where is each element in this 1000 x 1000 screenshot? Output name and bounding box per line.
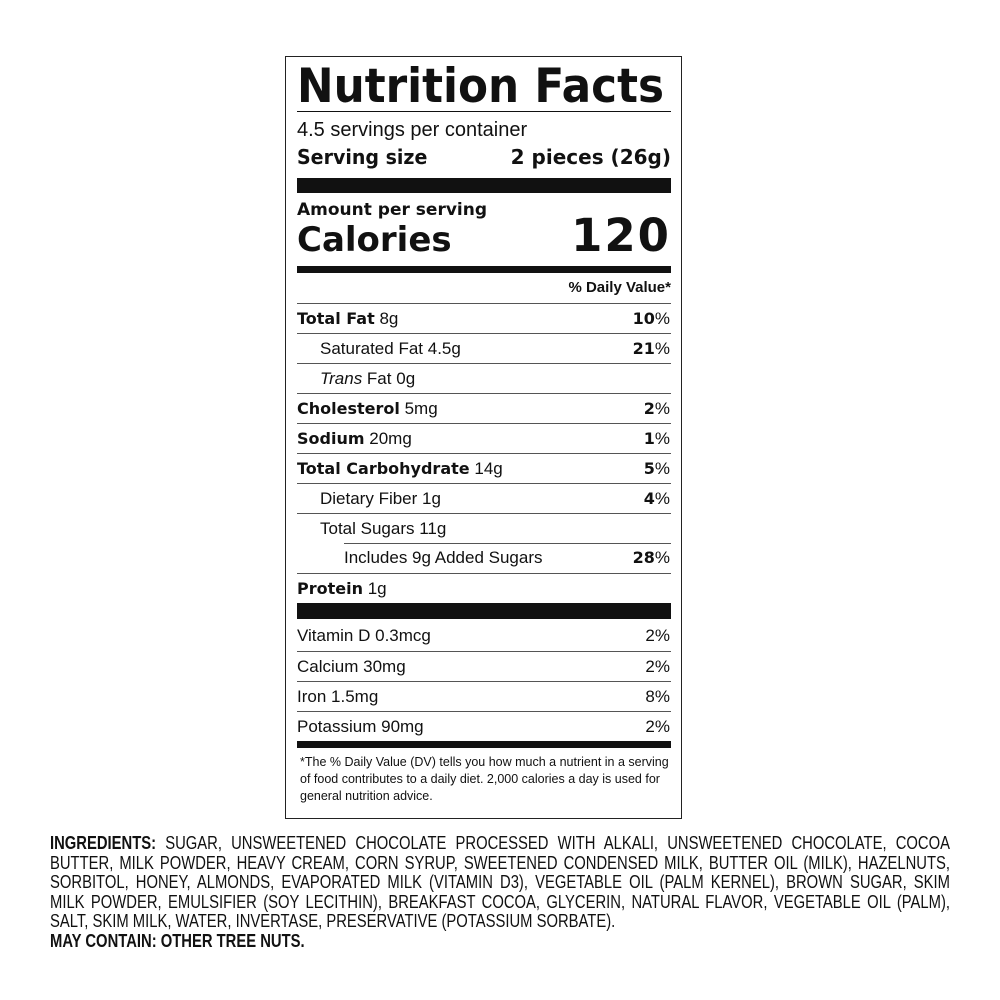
- nutrient-row: Includes 9g Added Sugars 28%: [297, 543, 671, 573]
- ingredients-line: BUTTER, MILK POWDER, HEAVY CREAM, CORN S…: [50, 851, 950, 873]
- serving-size-value: 2 pieces (26g): [510, 145, 671, 169]
- nutrient-row: Saturated Fat 4.5g 21%: [297, 333, 671, 363]
- nutrient-name: Saturated Fat: [320, 339, 424, 358]
- nutrient-row: Total Fat 8g 10%: [297, 303, 671, 333]
- vitamin-amount: 90mg: [381, 717, 424, 736]
- vitamin-row: Potassium 90mg 2%: [297, 711, 671, 741]
- ingredients-text: SUGAR, UNSWEETENED CHOCOLATE PROCESSED W…: [156, 832, 950, 853]
- nutrient-amount: 14g: [474, 459, 503, 478]
- serving-size: Serving size 2 pieces (26g): [297, 145, 671, 169]
- daily-value-footnote: *The % Daily Value (DV) tells you how mu…: [300, 755, 669, 803]
- nutrient-name: Includes 9g Added Sugars: [344, 548, 543, 567]
- vitamin-daily-value: 8%: [645, 687, 670, 706]
- nutrient-name: Total Carbohydrate: [297, 459, 470, 478]
- nutrient-row: Trans Fat 0g: [297, 363, 671, 393]
- nutrient-name: Dietary Fiber: [320, 489, 418, 508]
- calories-label: Calories: [297, 220, 452, 260]
- label-title: Nutrition Facts: [297, 59, 665, 114]
- ingredients-line: MILK POWDER, EMULSIFIER (SOY LECITHIN), …: [50, 890, 950, 912]
- nutrient-daily-value: 5%: [643, 459, 670, 478]
- daily-value-number: 4: [643, 489, 655, 508]
- nutrient-amount: 5mg: [404, 399, 438, 418]
- vitamin-name: Potassium: [297, 717, 377, 736]
- ingredients-section: INGREDIENTS: SUGAR, UNSWEETENED CHOCOLAT…: [50, 833, 950, 950]
- nutrient-daily-value: 21%: [632, 339, 670, 358]
- nutrient-name: Sodium: [297, 429, 365, 448]
- ingredients-line: SALT, SKIM MILK, WATER, INVERTASE, PRESE…: [50, 910, 616, 931]
- vitamin-amount: 30mg: [363, 657, 406, 676]
- medium-divider: [297, 741, 671, 748]
- vitamin-daily-value: 2%: [645, 626, 670, 645]
- nutrient-name: Protein: [297, 579, 363, 598]
- servings-per-container: 4.5 servings per container: [297, 119, 528, 141]
- vitamin-row: Calcium 30mg 2%: [297, 651, 671, 681]
- serving-size-label: Serving size: [297, 145, 428, 169]
- nutrition-facts-label: Nutrition Facts 4.5 servings per contain…: [285, 56, 682, 819]
- vitamin-name: Vitamin D: [297, 626, 371, 645]
- nutrient-name: Trans: [320, 369, 363, 388]
- nutrient-name-suffix: Fat: [362, 369, 392, 388]
- vitamin-row: Iron 1.5mg 8%: [297, 681, 671, 711]
- daily-value-number: 5: [643, 459, 655, 478]
- may-contain-statement: MAY CONTAIN: OTHER TREE NUTS.: [50, 929, 305, 951]
- nutrient-amount: 11g: [419, 519, 447, 538]
- vitamin-amount: 1.5mg: [331, 687, 379, 706]
- daily-value-number: 1: [643, 429, 655, 448]
- daily-value-header: % Daily Value*: [568, 279, 671, 296]
- nutrient-amount: 20mg: [369, 429, 412, 448]
- nutrient-daily-value: 1%: [643, 429, 670, 448]
- nutrient-amount: 1g: [422, 489, 441, 508]
- nutrient-amount: 4.5g: [427, 339, 461, 358]
- ingredients-heading: INGREDIENTS:: [50, 832, 157, 853]
- daily-value-number: 10: [632, 309, 655, 328]
- daily-value-number: 28: [632, 548, 655, 567]
- amount-per-serving: Amount per serving: [297, 200, 488, 220]
- divider: [297, 111, 671, 112]
- ingredients-line: SORBITOL, HONEY, ALMONDS, EVAPORATED MIL…: [50, 871, 950, 892]
- vitamin-name: Iron: [297, 687, 327, 706]
- nutrient-row: Protein 1g: [297, 573, 671, 603]
- vitamin-row: Vitamin D 0.3mcg 2%: [297, 621, 671, 651]
- nutrient-name: Cholesterol: [297, 399, 400, 418]
- nutrient-daily-value: 10%: [632, 309, 670, 328]
- nutrient-row: Total Carbohydrate 14g 5%: [297, 453, 671, 483]
- calories-value: 120: [571, 209, 671, 262]
- vitamin-name: Calcium: [297, 657, 359, 676]
- medium-divider: [297, 266, 671, 273]
- vitamin-amount: 0.3mcg: [375, 626, 431, 645]
- nutrient-row: Total Sugars 11g: [297, 513, 671, 543]
- nutrient-amount: 8g: [379, 309, 399, 328]
- nutrient-amount: 1g: [367, 579, 387, 598]
- vitamin-daily-value: 2%: [645, 657, 670, 676]
- nutrient-row: Cholesterol 5mg 2%: [297, 393, 671, 423]
- ingredients-line: INGREDIENTS: SUGAR, UNSWEETENED CHOCOLAT…: [50, 833, 950, 853]
- nutrient-daily-value: 28%: [632, 548, 670, 567]
- vitamin-daily-value: 2%: [645, 717, 670, 736]
- thick-divider: [297, 603, 671, 619]
- nutrient-name: Total Fat: [297, 309, 375, 328]
- nutrient-daily-value: 2%: [643, 399, 670, 418]
- nutrient-row: Sodium 20mg 1%: [297, 423, 671, 453]
- daily-value-number: 2: [643, 399, 655, 418]
- nutrient-row: Dietary Fiber 1g 4%: [297, 483, 671, 513]
- nutrient-daily-value: 4%: [643, 489, 670, 508]
- nutrient-amount: 0g: [396, 369, 416, 388]
- daily-value-number: 21: [632, 339, 655, 358]
- thick-divider: [297, 178, 671, 193]
- nutrient-name: Total Sugars: [320, 519, 415, 538]
